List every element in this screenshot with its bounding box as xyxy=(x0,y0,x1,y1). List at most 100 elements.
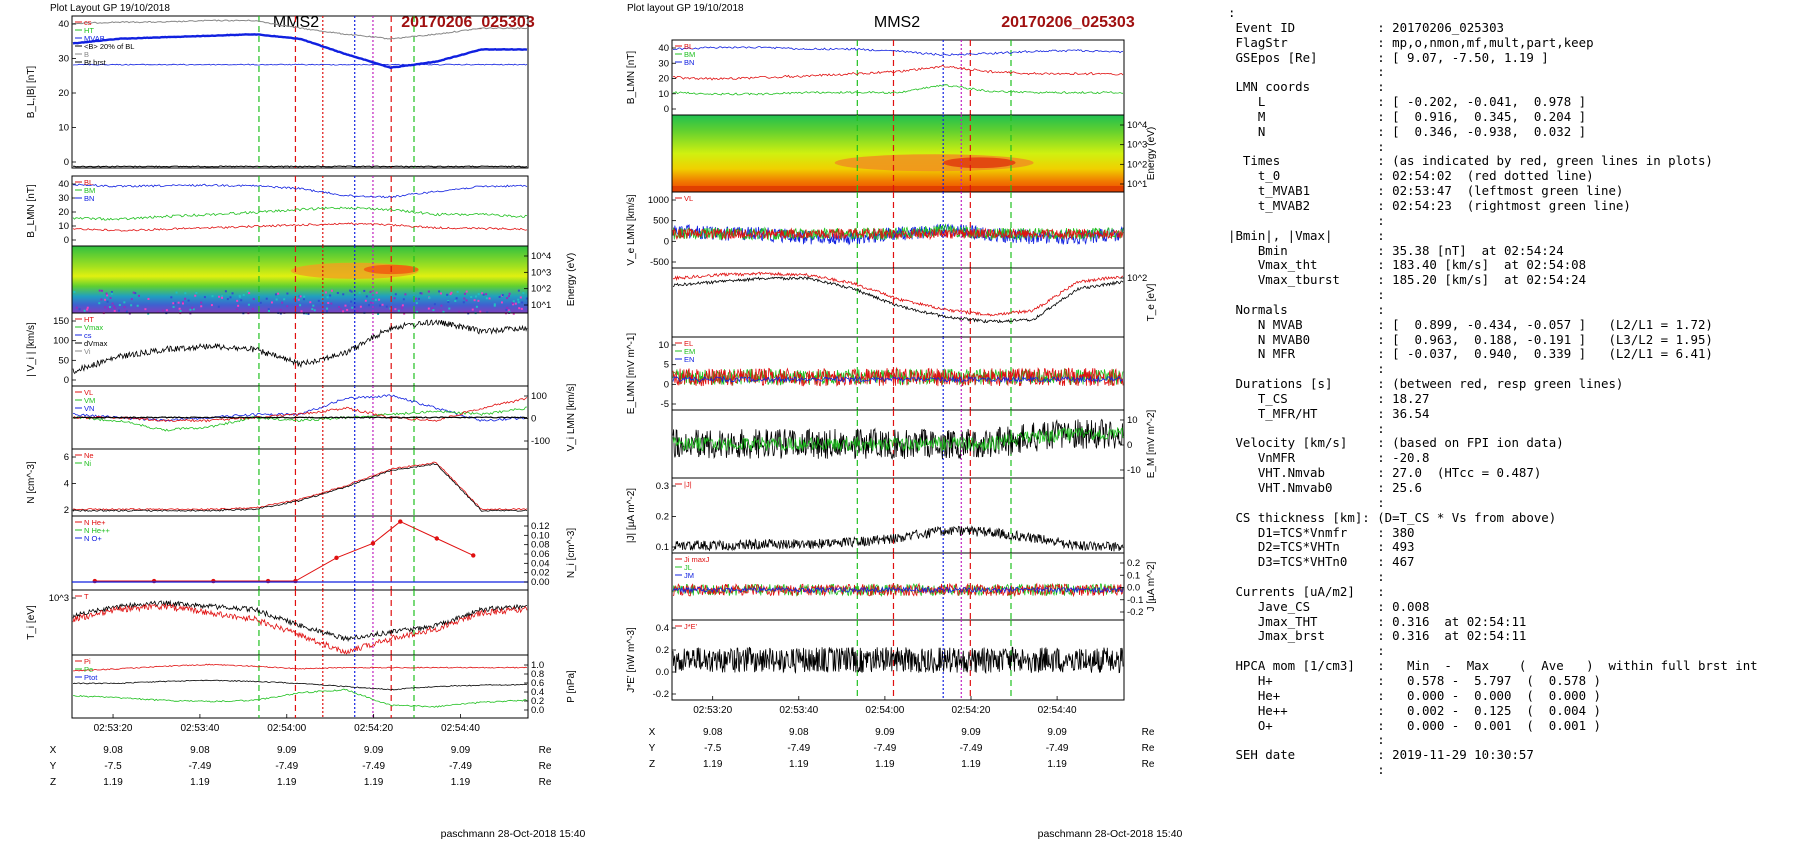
spectro-noise xyxy=(458,310,461,313)
spectro-noise xyxy=(438,290,441,293)
spectro-noise xyxy=(358,291,361,294)
spectro-noise xyxy=(507,309,510,312)
spectro-noise xyxy=(446,293,449,296)
spectro-noise xyxy=(109,297,112,300)
info-line: O+ : 0.000 - 0.001 ( 0.001 ) xyxy=(1228,718,1601,733)
spectro-noise xyxy=(147,312,150,315)
spectro-noise xyxy=(248,292,251,295)
spectro-noise xyxy=(365,295,368,298)
y-axis-label: E_M [mV m^-2] xyxy=(1146,409,1157,478)
spectro-noise xyxy=(475,305,478,308)
info-line: Jmax_brst : 0.316 at 02:54:11 xyxy=(1228,629,1527,644)
legend-entry: VM xyxy=(84,396,95,405)
spectro-noise xyxy=(517,298,520,301)
plot-panel: 0.120.100.080.060.040.020.00 N_i [cm^-3] N… xyxy=(71,515,577,591)
spectro-noise xyxy=(481,292,484,295)
position-value: 1.19 xyxy=(277,777,297,788)
info-line: M : [ 0.916, 0.345, 0.204 ] xyxy=(1228,109,1587,124)
info-line: Normals : xyxy=(1228,302,1385,317)
y-tick-label: 0 xyxy=(1127,440,1132,451)
y-tick-label: 20 xyxy=(58,207,69,218)
spectro-noise xyxy=(86,306,89,309)
y-tick-label: 10^3 xyxy=(49,593,69,604)
spectro-noise xyxy=(325,310,328,313)
legend-entry: EN xyxy=(684,355,694,364)
spectro-noise xyxy=(506,306,509,309)
x-tick-label: 02:54:20 xyxy=(952,705,991,716)
y-tick-label: 50 xyxy=(58,355,69,366)
spectro-noise xyxy=(511,302,514,305)
y-axis-label: T_i [eV] xyxy=(26,605,37,640)
spectro-noise xyxy=(189,308,192,311)
spectro-noise xyxy=(98,302,101,305)
spectro-noise xyxy=(123,301,126,304)
y-tick-label: 40 xyxy=(658,43,669,54)
y-tick-label: 10 xyxy=(1127,415,1138,426)
legend-entry: Ptot xyxy=(84,673,98,682)
data-trace xyxy=(72,416,528,419)
data-trace xyxy=(72,222,528,232)
legend-entry: cs xyxy=(84,331,92,340)
spectro-noise xyxy=(404,293,407,296)
legend-entry: BL xyxy=(84,178,93,187)
spectro-noise xyxy=(363,289,366,292)
position-value: 9.08 xyxy=(190,745,210,756)
y-axis-label: T_e [eV] xyxy=(1146,283,1157,321)
y-tick-label: 20 xyxy=(58,88,69,99)
y-tick-label: 0.2 xyxy=(656,512,669,523)
spectro-noise xyxy=(86,308,89,311)
spectro-noise xyxy=(350,290,353,293)
spectro-noise xyxy=(187,299,190,302)
info-line: t_MVAB2 : 02:54:23 (rightmost green line… xyxy=(1228,198,1631,213)
info-line: GSEpos [Re] : [ 9.07, -7.50, 1.19 ] xyxy=(1228,50,1549,65)
panel-frame xyxy=(671,619,1125,701)
panel-frame xyxy=(71,654,529,719)
spectro-noise xyxy=(175,291,178,294)
data-trace xyxy=(72,688,528,708)
spectro-noise xyxy=(157,311,160,314)
spectro-noise xyxy=(344,304,347,307)
data-trace xyxy=(672,582,1124,598)
spectro-noise xyxy=(203,296,206,299)
y-tick-label: 500 xyxy=(653,216,669,227)
info-line: : xyxy=(1228,644,1385,659)
position-value: 9.09 xyxy=(961,727,981,738)
legend-entry: Vmax xyxy=(84,323,103,332)
spectro-noise xyxy=(364,299,367,302)
figure-header: Plot Layout GP 19/10/2018 xyxy=(50,3,170,14)
legend-entry: Vi xyxy=(84,347,91,356)
spectro-noise xyxy=(194,294,197,297)
spectro-noise xyxy=(200,305,203,308)
legend-entry: N He++ xyxy=(84,526,110,535)
spectro-noise xyxy=(100,298,103,301)
data-trace xyxy=(672,84,1124,96)
panel-frame xyxy=(671,39,1125,116)
spectro-noise xyxy=(125,310,128,313)
legend-entry: MVAB xyxy=(84,34,105,43)
y-tick-label: 40 xyxy=(58,179,69,190)
info-line: Times : (as indicated by red, green line… xyxy=(1228,154,1713,169)
info-line: D2=TCS*VHTn : 493 xyxy=(1228,540,1415,555)
info-line: He++ : 0.002 - 0.125 ( 0.004 ) xyxy=(1228,703,1601,718)
spectro-noise xyxy=(517,301,520,304)
spectro-noise xyxy=(110,292,113,295)
data-trace xyxy=(672,46,1124,56)
data-trace xyxy=(73,165,528,168)
spectro-noise xyxy=(106,294,109,297)
spectro-noise xyxy=(300,310,303,313)
spectro-noise xyxy=(417,297,420,300)
legend-entry: T xyxy=(84,592,89,601)
spectro-noise xyxy=(419,292,422,295)
x-tick-label: 02:54:00 xyxy=(267,723,306,734)
y-tick-label: 40 xyxy=(58,19,69,30)
spectro-noise xyxy=(89,310,92,313)
info-line: |Bmin|, |Vmax| : xyxy=(1228,228,1385,243)
spectro-noise xyxy=(147,297,150,300)
spectro-noise xyxy=(356,310,359,313)
spectro-noise xyxy=(309,301,312,304)
spectro-noise xyxy=(104,306,107,309)
spectro-noise xyxy=(195,291,198,294)
y-tick-label: 0.8 xyxy=(531,669,544,680)
info-line: LMN coords : xyxy=(1228,80,1385,95)
spectro-noise xyxy=(508,292,511,295)
